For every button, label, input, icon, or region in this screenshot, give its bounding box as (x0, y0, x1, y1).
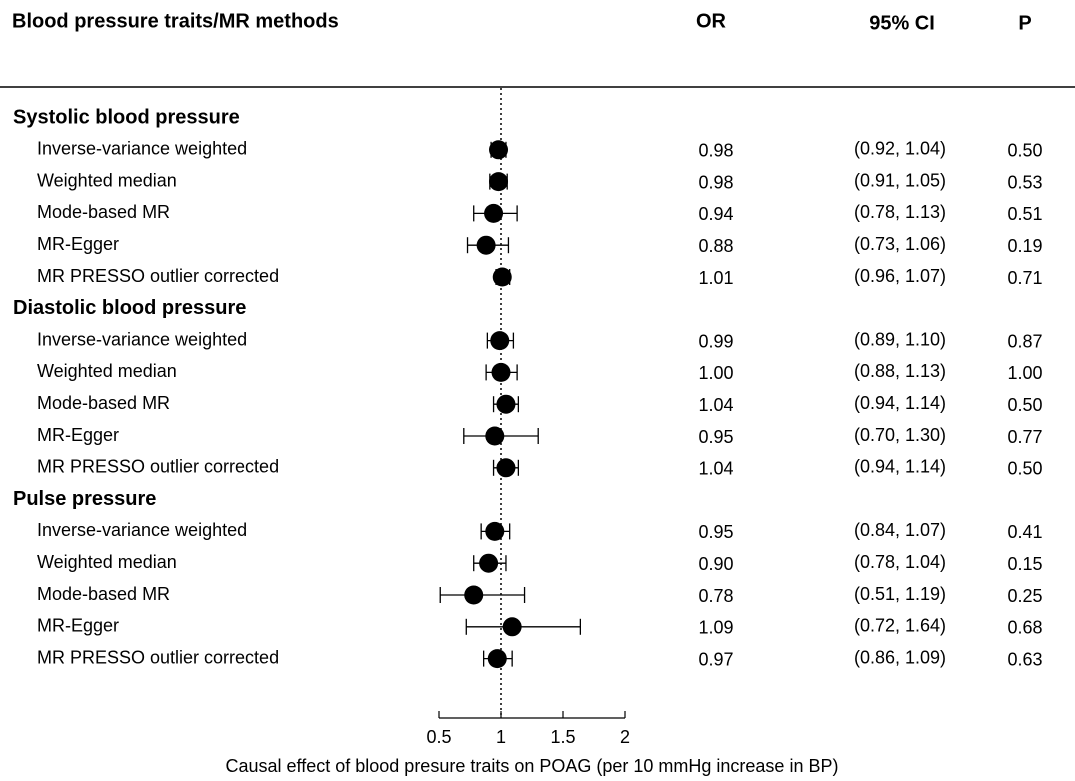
group-title: Pulse pressure (13, 488, 156, 510)
ci-label: (0.91, 1.05) (854, 170, 946, 190)
or-label: 0.95 (698, 427, 733, 447)
or-point (492, 267, 512, 287)
x-tick-label: 2 (620, 727, 630, 747)
or-label: 0.95 (698, 522, 733, 542)
p-label: 0.19 (1007, 236, 1042, 256)
or-point (490, 331, 510, 351)
ci-label: (0.96, 1.07) (854, 266, 946, 286)
ci-label: (0.88, 1.13) (854, 361, 946, 381)
or-point (476, 235, 496, 255)
or-point (464, 585, 484, 605)
ci-label: (0.86, 1.09) (854, 647, 946, 667)
or-label: 1.00 (698, 363, 733, 383)
or-label: 0.98 (698, 141, 733, 161)
ci-label: (0.94, 1.14) (854, 393, 946, 413)
or-point (485, 426, 505, 446)
or-label: 0.99 (698, 331, 733, 351)
ci-label: (0.78, 1.13) (854, 202, 946, 222)
or-point (485, 521, 505, 541)
method-label: Mode-based MR (37, 584, 170, 604)
method-label: Inverse-variance weighted (37, 329, 247, 349)
or-point (484, 203, 504, 223)
p-label: 0.68 (1007, 618, 1042, 638)
header-or: OR (696, 10, 727, 32)
p-label: 0.51 (1007, 204, 1042, 224)
or-point (489, 140, 509, 160)
or-label: 0.97 (698, 649, 733, 669)
group-title: Systolic blood pressure (13, 106, 240, 128)
or-label: 1.04 (698, 395, 733, 415)
p-label: 0.41 (1007, 522, 1042, 542)
ci-label: (0.51, 1.19) (854, 584, 946, 604)
p-label: 1.00 (1007, 363, 1042, 383)
method-label: Weighted median (37, 170, 177, 190)
or-label: 1.04 (698, 459, 733, 479)
or-label: 0.94 (698, 204, 733, 224)
p-label: 0.50 (1007, 141, 1042, 161)
header-label: Blood pressure traits/MR methods (12, 10, 339, 32)
or-label: 0.78 (698, 586, 733, 606)
header-p: P (1018, 12, 1031, 34)
or-label: 1.09 (698, 618, 733, 638)
or-point (479, 553, 499, 573)
or-label: 0.90 (698, 554, 733, 574)
p-label: 0.77 (1007, 427, 1042, 447)
p-label: 0.71 (1007, 268, 1042, 288)
or-label: 0.98 (698, 172, 733, 192)
p-label: 0.63 (1007, 649, 1042, 669)
or-point (496, 394, 516, 414)
x-tick-label: 1 (496, 727, 506, 747)
p-label: 0.25 (1007, 586, 1042, 606)
ci-label: (0.89, 1.10) (854, 329, 946, 349)
ci-label: (0.70, 1.30) (854, 425, 946, 445)
header-ci: 95% CI (869, 12, 935, 34)
x-axis-label: Causal effect of blood presure traits on… (226, 756, 839, 776)
or-point (502, 617, 522, 637)
method-label: MR-Egger (37, 425, 119, 445)
method-label: MR PRESSO outlier corrected (37, 647, 279, 667)
p-label: 0.50 (1007, 459, 1042, 479)
or-label: 0.88 (698, 236, 733, 256)
method-label: Weighted median (37, 361, 177, 381)
ci-label: (0.78, 1.04) (854, 552, 946, 572)
p-label: 0.87 (1007, 331, 1042, 351)
ci-label: (0.92, 1.04) (854, 139, 946, 159)
method-label: MR-Egger (37, 616, 119, 636)
method-label: Inverse-variance weighted (37, 139, 247, 159)
ci-label: (0.72, 1.64) (854, 616, 946, 636)
method-label: Weighted median (37, 552, 177, 572)
or-label: 1.01 (698, 268, 733, 288)
ci-label: (0.84, 1.07) (854, 520, 946, 540)
method-label: MR PRESSO outlier corrected (37, 266, 279, 286)
or-point (491, 362, 511, 382)
method-label: MR-Egger (37, 234, 119, 254)
x-tick-label: 1.5 (550, 727, 575, 747)
p-label: 0.53 (1007, 172, 1042, 192)
method-label: Mode-based MR (37, 202, 170, 222)
or-point (487, 649, 507, 669)
or-point (496, 458, 516, 478)
ci-label: (0.73, 1.06) (854, 234, 946, 254)
x-tick-label: 0.5 (426, 727, 451, 747)
method-label: Mode-based MR (37, 393, 170, 413)
method-label: Inverse-variance weighted (37, 520, 247, 540)
method-label: MR PRESSO outlier corrected (37, 457, 279, 477)
ci-label: (0.94, 1.14) (854, 457, 946, 477)
or-point (489, 172, 509, 192)
p-label: 0.50 (1007, 395, 1042, 415)
group-title: Diastolic blood pressure (13, 297, 246, 319)
p-label: 0.15 (1007, 554, 1042, 574)
